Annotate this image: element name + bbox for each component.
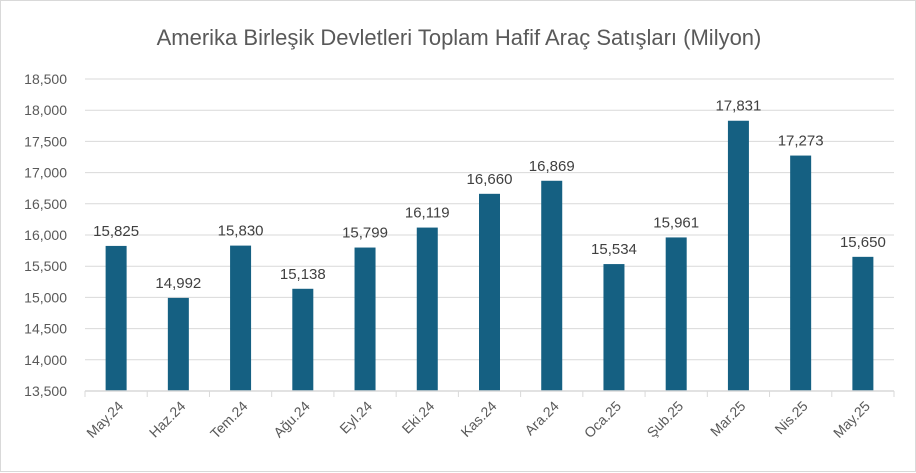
bar: [665, 237, 687, 391]
x-tick-label: May.25: [830, 398, 873, 441]
x-tick-label: Kas.24: [457, 398, 499, 440]
data-label: 16,660: [467, 171, 513, 188]
data-label: 17,831: [715, 98, 761, 115]
data-label: 15,138: [280, 266, 326, 283]
data-label: 14,992: [155, 275, 201, 292]
bar: [416, 227, 438, 391]
y-tick-label: 18,000: [24, 102, 67, 118]
y-tick-label: 16,000: [24, 227, 67, 243]
y-tick-label: 15,000: [24, 289, 67, 305]
data-label: 16,119: [405, 205, 450, 222]
bar: [790, 155, 812, 391]
data-label: 15,961: [653, 214, 699, 231]
data-label: 15,830: [218, 223, 264, 240]
x-tick-label: Oca.25: [581, 398, 624, 441]
y-tick-label: 17,000: [24, 165, 67, 181]
y-tick-label: 16,500: [24, 196, 67, 212]
data-label: 15,799: [342, 225, 388, 242]
x-tick-label: Ağu.24: [270, 398, 313, 441]
data-label: 16,869: [529, 158, 575, 175]
bar: [541, 180, 563, 391]
x-tick-label: Eyl.24: [336, 398, 375, 437]
chart-title: Amerika Birleşik Devletleri Toplam Hafif…: [157, 25, 762, 50]
x-tick-label: Mar.25: [707, 398, 749, 440]
x-tick-label: May.24: [83, 398, 126, 441]
bar: [230, 245, 252, 391]
y-tick-label: 14,000: [24, 352, 67, 368]
x-tick-label: Şub.25: [644, 398, 687, 441]
x-tick-label: Eki.24: [399, 398, 438, 437]
x-tick-label: Haz.24: [146, 398, 189, 441]
y-tick-label: 18,500: [24, 71, 67, 87]
bar: [354, 247, 376, 391]
y-tick-label: 14,500: [24, 321, 67, 337]
bar: [727, 120, 749, 391]
x-tick-label: Ara.24: [521, 398, 562, 439]
bar: [292, 288, 314, 391]
x-tick-label: Tem.24: [207, 398, 251, 442]
bar: [852, 256, 874, 391]
bar: [603, 264, 625, 391]
bar: [105, 245, 127, 391]
bar: [167, 297, 189, 391]
bar: [479, 193, 500, 391]
y-tick-label: 17,500: [24, 133, 67, 149]
y-tick-label: 15,500: [24, 258, 67, 274]
data-label: 15,534: [591, 241, 637, 258]
x-tick-label: Nis.25: [771, 398, 811, 438]
y-tick-label: 13,500: [24, 383, 67, 399]
data-label: 15,650: [840, 234, 886, 251]
data-label: 17,273: [778, 133, 824, 150]
data-label: 15,825: [93, 223, 139, 240]
